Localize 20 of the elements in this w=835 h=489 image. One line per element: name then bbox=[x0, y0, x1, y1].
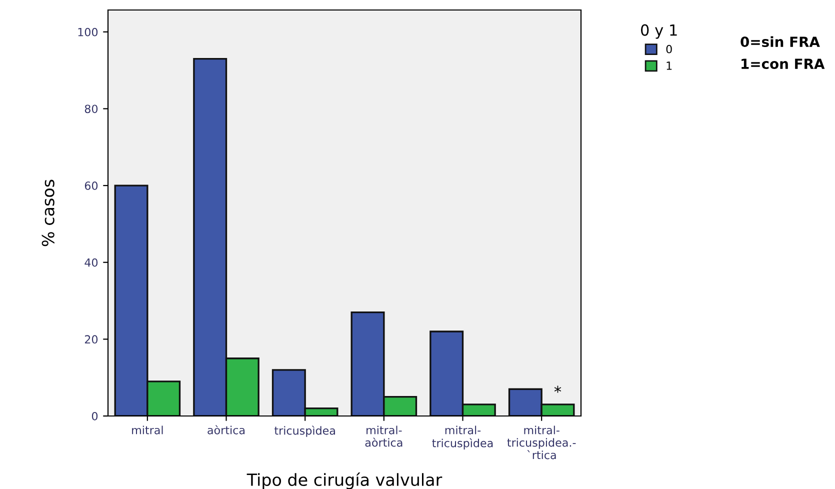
y-tick-label: 80 bbox=[84, 104, 98, 114]
legend-title: 0 y 1 bbox=[641, 24, 677, 39]
y-tick-label: 100 bbox=[78, 28, 98, 36]
x-tick-label: mitral bbox=[132, 426, 163, 434]
annotation: * bbox=[554, 386, 562, 393]
x-tick-label: aòrtica bbox=[208, 425, 245, 434]
x-tick-label: mitral- tricuspìdea bbox=[432, 426, 493, 450]
x-tick-label: mitral- tricuspidea.- `rtica bbox=[507, 426, 576, 460]
y-axis-title: % casos bbox=[42, 180, 54, 246]
y-tick-label: 60 bbox=[84, 182, 98, 190]
x-tick-label: tricuspìdea bbox=[274, 426, 335, 437]
legend-label: 0 bbox=[666, 44, 672, 54]
y-tick-label: 0 bbox=[92, 412, 98, 420]
y-tick-label: 40 bbox=[84, 258, 98, 267]
y-tick-label: 20 bbox=[84, 335, 98, 344]
text: 0=sin FRA bbox=[740, 36, 820, 48]
legend-label: 1 bbox=[666, 62, 672, 70]
x-tick-label: mitral- aòrtica bbox=[365, 426, 402, 447]
text: 1=con FRA bbox=[742, 58, 825, 70]
x-axis-title: Tipo de cirugía valvular bbox=[246, 472, 442, 489]
